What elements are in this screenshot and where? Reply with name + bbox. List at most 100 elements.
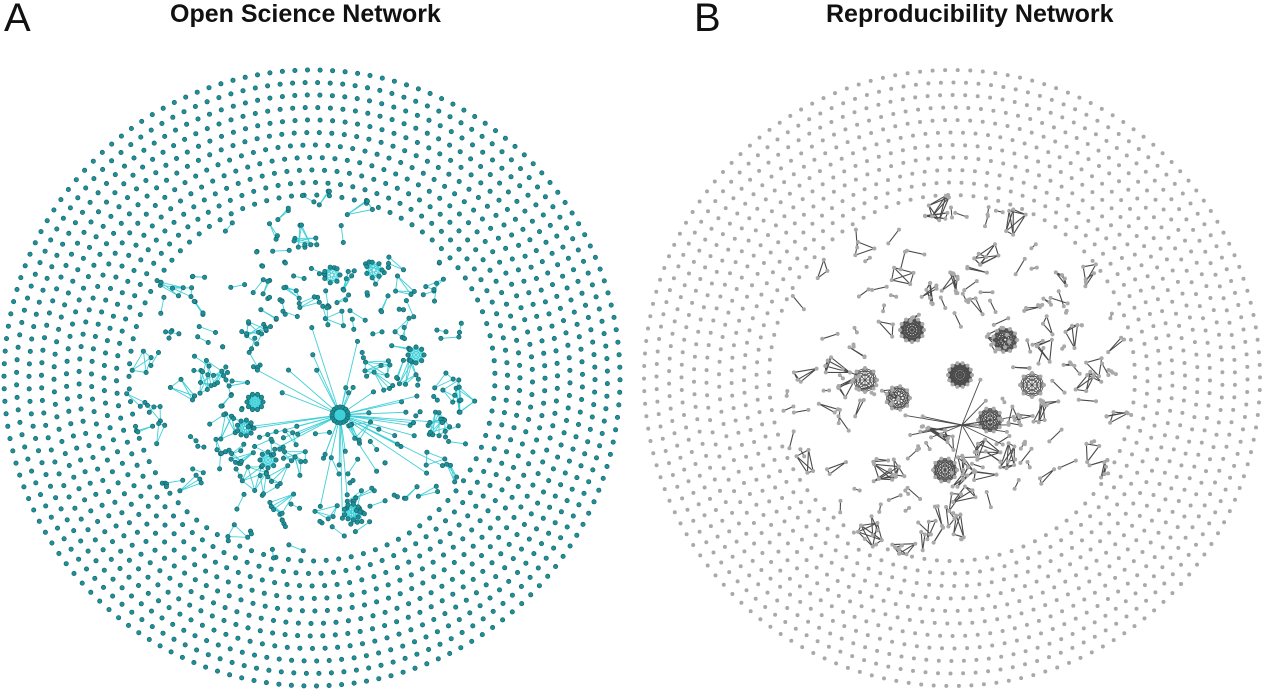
network-node	[1036, 159, 1041, 164]
network-node	[744, 510, 749, 515]
network-edge	[975, 298, 984, 315]
network-node	[440, 276, 446, 282]
network-node	[853, 96, 858, 101]
network-node	[455, 423, 461, 429]
network-node	[329, 93, 335, 99]
network-node	[529, 218, 535, 224]
network-node	[159, 615, 165, 621]
network-edge	[418, 485, 437, 497]
network-node	[1092, 620, 1097, 625]
network-node	[384, 372, 390, 378]
network-edge	[876, 522, 883, 541]
network-node	[351, 680, 357, 686]
network-node	[56, 326, 62, 332]
network-node	[590, 339, 596, 345]
network-node	[491, 358, 497, 364]
network-node	[916, 107, 921, 112]
network-node	[530, 449, 536, 455]
network-node	[1195, 377, 1200, 382]
network-node	[68, 421, 74, 427]
network-node	[277, 106, 283, 112]
network-node	[1010, 587, 1015, 592]
network-node	[1152, 423, 1157, 428]
network-node	[542, 194, 548, 200]
network-node	[686, 312, 691, 317]
network-node	[526, 536, 532, 542]
network-node	[980, 69, 985, 74]
network-node	[696, 329, 701, 334]
network-node	[680, 496, 685, 501]
network-node	[276, 681, 282, 687]
network-node	[396, 631, 402, 637]
network-node	[811, 204, 816, 209]
network-node	[469, 638, 475, 644]
network-edge	[1015, 258, 1026, 275]
network-node	[270, 630, 276, 636]
network-node	[861, 215, 866, 220]
network-edge	[1051, 380, 1065, 393]
network-node	[1074, 136, 1079, 141]
network-node	[494, 311, 500, 317]
network-node	[51, 207, 57, 213]
network-node	[1154, 411, 1159, 416]
nodes-group	[641, 68, 1262, 688]
network-node	[1144, 391, 1149, 396]
network-node	[1024, 103, 1029, 108]
network-node	[755, 153, 760, 158]
network-node	[839, 636, 844, 641]
network-node	[679, 362, 684, 367]
network-node	[1175, 525, 1180, 530]
network-node	[311, 199, 317, 205]
network-node	[760, 422, 765, 427]
network-node	[420, 580, 426, 586]
network-node	[805, 488, 810, 493]
network-node	[125, 472, 131, 478]
network-node	[734, 539, 739, 544]
network-node	[1048, 614, 1053, 619]
network-node	[339, 195, 345, 201]
network-node	[576, 334, 582, 340]
network-node	[447, 424, 453, 430]
network-node	[721, 189, 726, 194]
network-node	[449, 576, 455, 582]
network-node	[1069, 545, 1074, 550]
network-node	[431, 616, 437, 622]
network-node	[317, 518, 323, 524]
network-node	[138, 601, 144, 607]
network-node	[767, 446, 772, 451]
network-node	[757, 410, 762, 415]
network-node	[1117, 232, 1122, 237]
network-node	[874, 583, 879, 588]
network-node	[227, 197, 233, 203]
network-node	[1092, 242, 1097, 247]
network-node	[563, 417, 569, 423]
network-node	[554, 373, 560, 379]
network-node	[917, 120, 922, 125]
network-node	[651, 451, 656, 456]
network-node	[255, 407, 261, 413]
network-node	[702, 485, 707, 490]
network-node	[437, 211, 443, 217]
network-node	[181, 211, 187, 217]
network-node	[287, 143, 293, 149]
network-edge	[1050, 297, 1068, 304]
network-node	[366, 410, 372, 416]
network-node	[1065, 592, 1070, 597]
network-node	[199, 184, 205, 190]
network-node	[313, 683, 319, 689]
network-node	[505, 189, 511, 195]
network-node	[101, 362, 107, 368]
network-node	[907, 617, 912, 622]
network-node	[366, 665, 372, 671]
network-node	[484, 321, 490, 327]
network-node	[1256, 350, 1261, 355]
network-node	[868, 78, 873, 83]
network-node	[86, 307, 92, 313]
network-node	[1100, 644, 1105, 649]
network-edge	[1049, 339, 1053, 362]
network-node	[721, 170, 726, 175]
network-node	[421, 352, 427, 358]
network-node	[1066, 660, 1071, 665]
network-edge	[254, 438, 272, 447]
network-node	[735, 211, 740, 216]
